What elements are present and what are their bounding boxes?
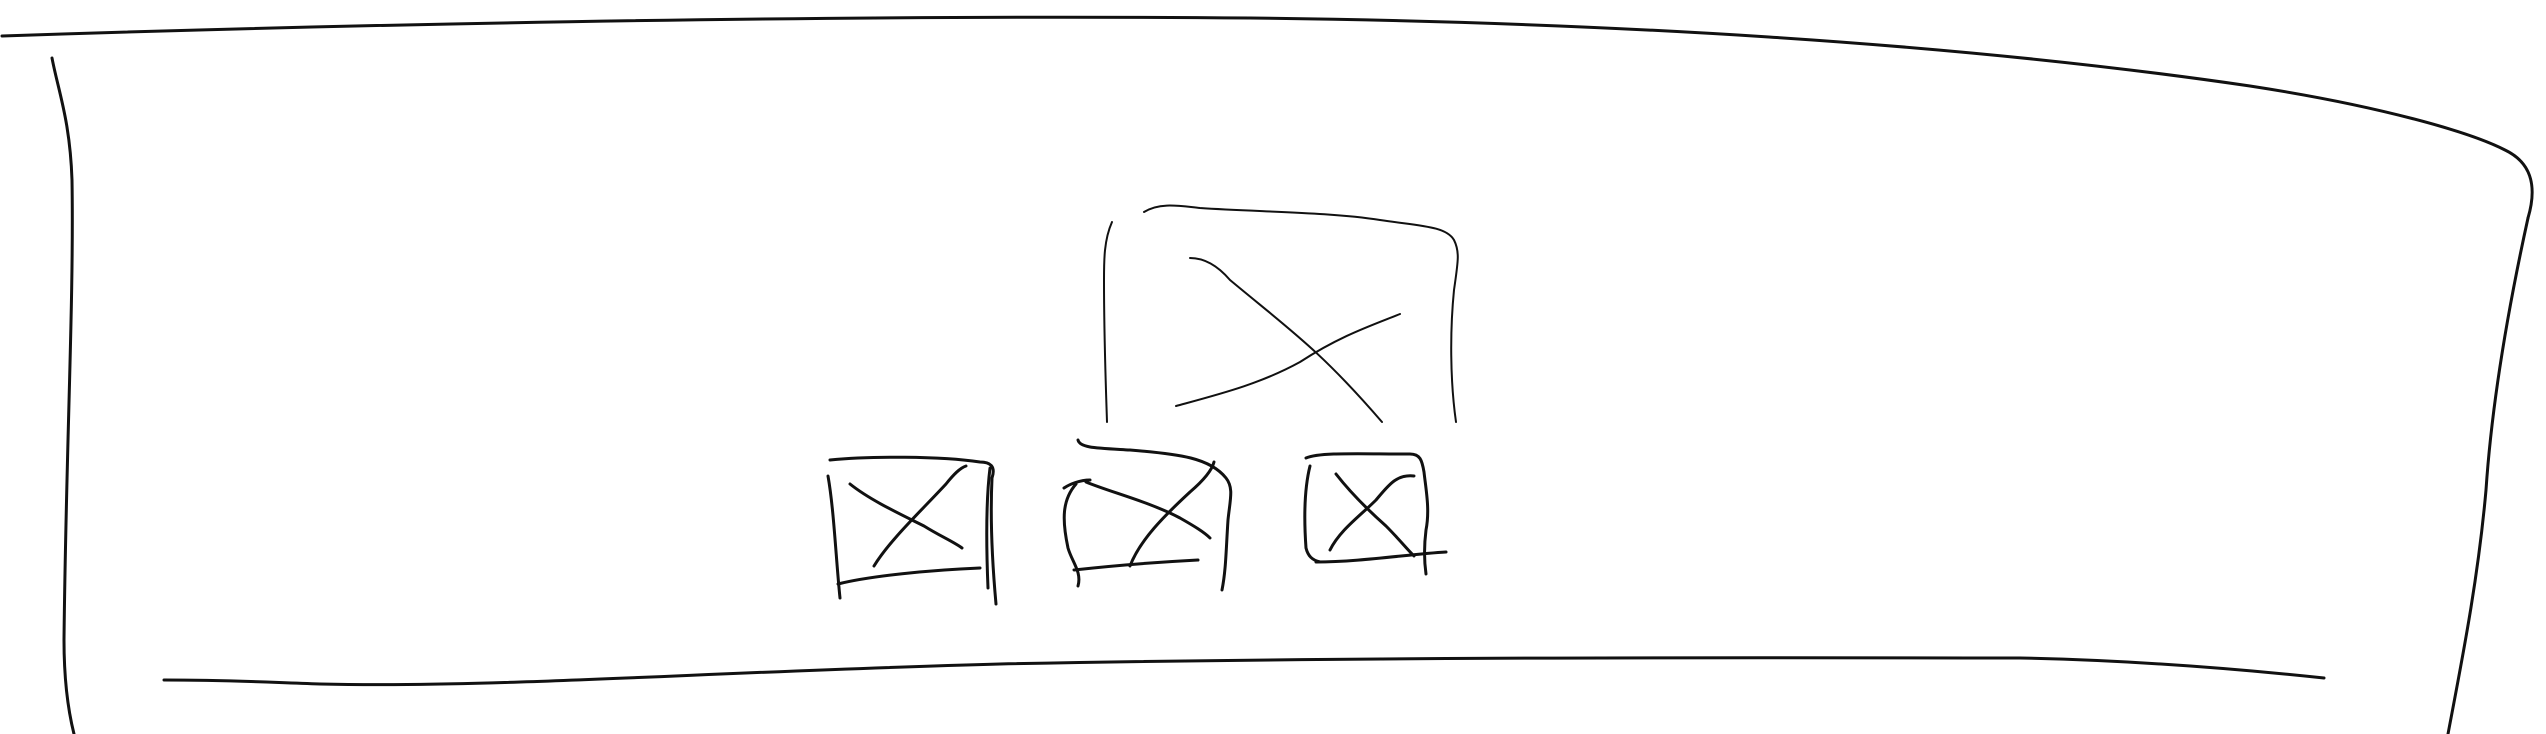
thumbnail-placeholder-3[interactable] <box>1303 452 1448 576</box>
thumbnail-2-cross-b <box>1128 460 1216 568</box>
main-image-frame-top-right <box>1143 204 1459 423</box>
thumbnail-3-cross-a <box>1334 472 1416 558</box>
outer-frame-right-edge <box>2446 216 2530 734</box>
thumbnail-1-cross-a <box>848 482 964 550</box>
main-image-frame-left <box>1103 221 1113 423</box>
thumbnail-placeholder-1[interactable] <box>826 455 998 606</box>
outer-frame <box>0 15 2534 734</box>
thumbnail-1-frame <box>826 455 998 606</box>
thumbnail-2-cross-a <box>1084 480 1212 540</box>
thumbnail-3-frame <box>1303 452 1448 576</box>
thumbnail-3-cross-b <box>1328 474 1416 552</box>
thumbnail-2-frame <box>1062 438 1233 592</box>
main-image-placeholder[interactable] <box>1103 204 1459 423</box>
thumbnail-1-cross-b <box>872 464 968 568</box>
outer-frame-left-edge <box>50 56 76 734</box>
bottom-divider <box>162 656 2326 687</box>
thumbnail-placeholder-2[interactable] <box>1062 438 1233 592</box>
main-image-cross-b <box>1175 313 1401 407</box>
main-image-cross-a <box>1189 257 1383 423</box>
outer-frame-top-edge <box>0 15 2534 220</box>
